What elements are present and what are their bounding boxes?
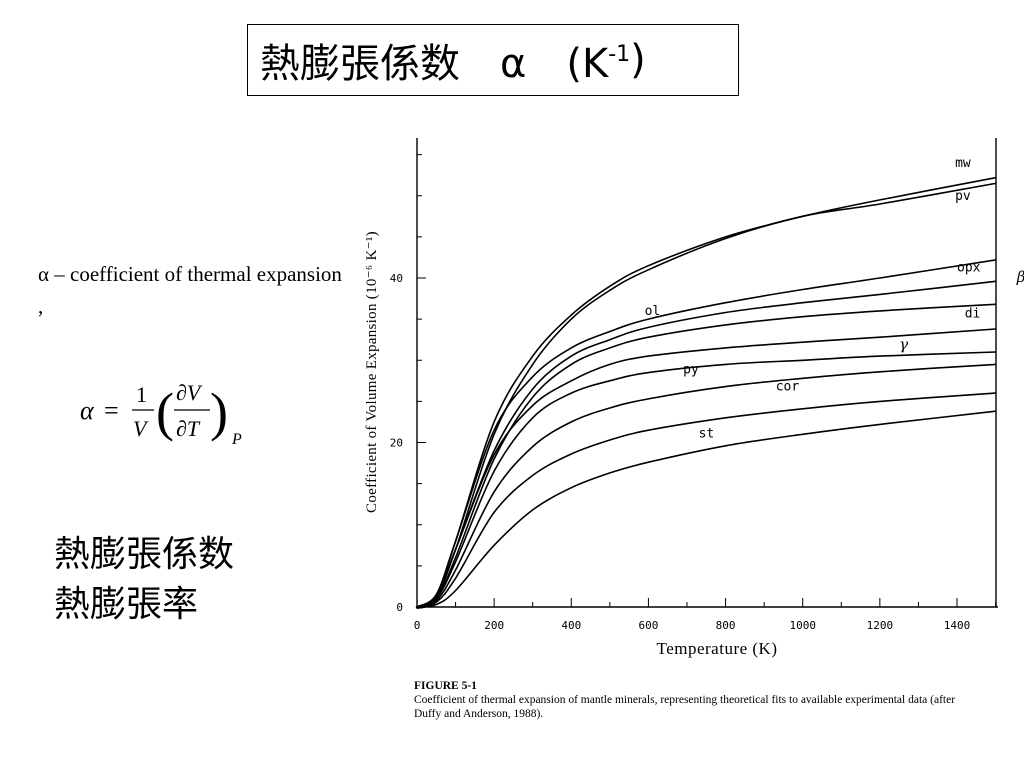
formula-subscript: P bbox=[231, 431, 242, 448]
series-line-opx bbox=[415, 259, 996, 609]
chart-x-axis-label: Temperature (K) bbox=[657, 639, 778, 658]
slide-title: 熱膨張係数 α (K -1) bbox=[247, 24, 739, 96]
series-line-mw bbox=[415, 176, 996, 609]
y-tick-label: 20 bbox=[390, 437, 403, 450]
series-label-γ: γ bbox=[899, 336, 908, 354]
x-tick-label: 400 bbox=[561, 619, 581, 632]
series-label-cor: cor bbox=[776, 380, 800, 395]
chart-series bbox=[415, 176, 996, 609]
series-line-pv bbox=[415, 182, 996, 609]
x-tick-label: 200 bbox=[484, 619, 504, 632]
series-line-γ bbox=[415, 351, 996, 609]
series-label-opx: opx bbox=[957, 260, 981, 275]
slide-title-text: 熱膨張係数 α (K bbox=[260, 41, 609, 87]
chart-series-labels: mw pv opx β ol di γ py cor st bbox=[645, 156, 1024, 442]
x-tick-label: 1400 bbox=[944, 619, 971, 632]
figure-caption-text: Coefficient of thermal expansion of mant… bbox=[414, 694, 956, 720]
formula-right-paren: ) bbox=[210, 382, 228, 442]
series-line-cor bbox=[415, 392, 996, 609]
jp-term-rate: 熱膨張率 bbox=[54, 584, 199, 625]
series-label-pv: pv bbox=[955, 189, 971, 204]
x-tick-label: 600 bbox=[638, 619, 658, 632]
formula-left-paren: ( bbox=[156, 382, 174, 442]
series-line-py bbox=[415, 363, 996, 609]
series-line-st bbox=[415, 410, 996, 608]
series-line-ol bbox=[415, 280, 996, 609]
formula-frac1-denominator: V bbox=[133, 416, 149, 441]
jp-term-coefficient: 熱膨張係数 bbox=[54, 534, 235, 575]
figure-label: FIGURE 5-1 bbox=[414, 680, 477, 692]
chart-axes: 0 200 400 600 800 1000 1200 1400 0 20 40 bbox=[390, 138, 998, 632]
series-label-st: st bbox=[699, 427, 715, 442]
slide-title-close: ) bbox=[630, 37, 646, 83]
x-tick-label: 1200 bbox=[867, 619, 894, 632]
x-tick-label: 800 bbox=[716, 619, 736, 632]
series-label-py: py bbox=[683, 362, 699, 377]
formula-frac2-numerator: ∂V bbox=[176, 380, 203, 405]
formula-frac1-numerator: 1 bbox=[136, 382, 147, 407]
formula-lhs: α bbox=[80, 396, 95, 425]
alpha-description: α – coefficient of thermal expansion , bbox=[38, 262, 342, 318]
series-label-ol: ol bbox=[645, 304, 661, 319]
x-tick-label: 1000 bbox=[789, 619, 816, 632]
y-tick-label: 40 bbox=[390, 272, 403, 285]
series-label-di: di bbox=[965, 306, 981, 321]
slide-title-superscript: -1 bbox=[608, 41, 631, 67]
figure-caption: FIGURE 5-1 Coefficient of thermal expans… bbox=[414, 679, 974, 721]
y-tick-label: 0 bbox=[396, 601, 403, 614]
formula-equals: = bbox=[104, 396, 119, 425]
japanese-terms: 熱膨張係数 熱膨張率 bbox=[54, 530, 234, 630]
series-line-di bbox=[415, 328, 996, 609]
formula-frac2-denominator: ∂T bbox=[176, 416, 201, 441]
x-tick-label: 0 bbox=[414, 619, 421, 632]
series-label-β: β bbox=[1016, 268, 1024, 286]
alpha-formula: α = 1 V ( ∂V ∂T ) P bbox=[80, 380, 242, 448]
chart-y-axis-label: Coefficient of Volume Expansion (10⁻⁶ K⁻… bbox=[364, 231, 380, 513]
series-label-mw: mw bbox=[955, 156, 971, 171]
